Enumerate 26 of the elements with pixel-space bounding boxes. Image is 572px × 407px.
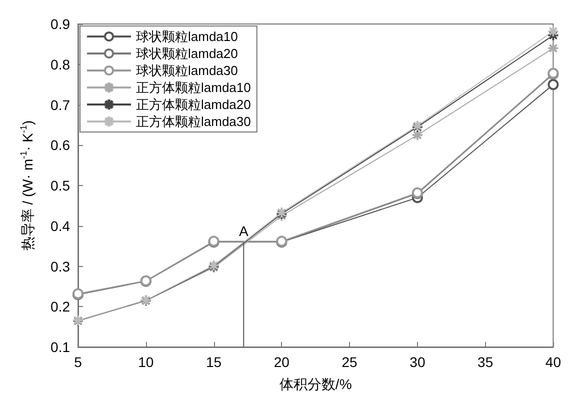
- x-tick-label: 25: [342, 354, 358, 370]
- x-axis-title: 体积分数/%: [279, 376, 352, 392]
- y-axis-title: 热导率 / (W· m-1· K-1): [18, 120, 36, 251]
- y-tick-label: 0.5: [50, 178, 70, 194]
- x-tick-label: 40: [545, 354, 562, 370]
- legend-label: 正方体颗粒lamda20: [136, 97, 251, 112]
- y-tick-label: 0.9: [50, 16, 70, 32]
- legend-label: 正方体颗粒lamda30: [136, 114, 251, 129]
- y-tick-label: 0.4: [50, 218, 70, 234]
- legend-label: 球状颗粒lamda10: [136, 29, 238, 44]
- y-tick-label: 0.7: [50, 96, 70, 113]
- x-tick-label: 15: [206, 354, 222, 370]
- x-tick-label: 35: [478, 354, 494, 370]
- legend-label: 球状颗粒lamda20: [136, 46, 238, 61]
- annotation: A: [238, 223, 249, 240]
- x-tick-label: 20: [274, 354, 290, 370]
- x-tick-label: 10: [138, 354, 154, 370]
- legend-label: 球状颗粒lamda30: [136, 63, 238, 78]
- y-tick-label: 0.1: [50, 339, 70, 355]
- y-tick-label: 0.3: [50, 258, 70, 274]
- y-tick-label: 0.8: [50, 56, 70, 72]
- legend-label: 正方体颗粒lamda10: [136, 80, 251, 95]
- x-tick-label: 30: [410, 354, 426, 370]
- y-tick-label: 0.2: [50, 298, 70, 315]
- y-tick-label: 0.6: [50, 137, 70, 154]
- x-tick-label: 5: [74, 354, 82, 370]
